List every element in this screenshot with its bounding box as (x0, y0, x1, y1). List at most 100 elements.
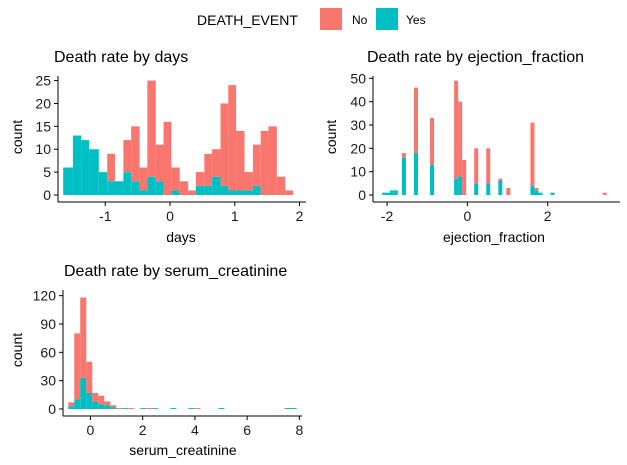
x-tick-label: 2 (544, 208, 552, 224)
x-tick-label: 2 (296, 208, 304, 224)
bar-no (195, 172, 205, 186)
bar-yes (382, 192, 387, 195)
bar-no (68, 402, 75, 407)
y-axis-label: count (323, 120, 339, 154)
y-tick-label: 20 (35, 95, 51, 111)
bar-yes (80, 377, 87, 409)
bar-yes (188, 408, 195, 409)
x-tick-label: 0 (463, 208, 471, 224)
x-tick-label: 0 (87, 422, 95, 438)
bar-yes (92, 401, 99, 409)
bar-yes (98, 404, 105, 409)
y-tick-label: 5 (43, 164, 51, 180)
bar-no (107, 153, 115, 182)
bar-yes (534, 190, 539, 195)
chart-title: Death rate by serum_creatinine (64, 263, 287, 280)
bar-yes (498, 181, 503, 195)
y-tick-label: 50 (350, 70, 366, 86)
plot-area: 0 10 20 30 40 50 -2 0 2 (350, 70, 620, 224)
bar-yes (244, 190, 253, 195)
chart-title: Death rate by days (54, 49, 188, 66)
x-axis-label: days (166, 229, 196, 245)
bar-no (462, 160, 467, 195)
bar-yes (228, 190, 237, 195)
x-tick-label: 2 (139, 422, 147, 438)
chart-title: Death rate by ejection_fraction (367, 49, 584, 66)
y-tick-label: 25 (35, 73, 51, 89)
bar-no (123, 140, 132, 173)
bar-yes (72, 135, 82, 195)
bar-yes (530, 185, 535, 195)
bar-no (204, 153, 213, 186)
panel-ejection-fraction: Death rate by ejection_fraction count ej… (323, 49, 620, 245)
bar-no (92, 392, 99, 402)
bar-no (188, 190, 196, 195)
bar-yes (430, 164, 435, 195)
bar-no (80, 297, 87, 378)
x-tick-label: 1 (231, 208, 239, 224)
legend-swatch-yes (376, 8, 398, 30)
bar-yes (81, 140, 90, 195)
bar-yes (122, 408, 129, 409)
bar-yes (86, 392, 93, 409)
x-tick-label: 0 (166, 208, 174, 224)
bar-yes (170, 408, 177, 409)
y-tick-label: 10 (350, 164, 366, 180)
bar-no (171, 167, 180, 191)
bar-yes (538, 192, 543, 195)
bar-no (486, 148, 491, 184)
bar-no (530, 122, 535, 186)
bar-no (98, 395, 105, 405)
bar-no (244, 172, 253, 191)
bar-yes (550, 192, 555, 195)
y-tick-label: 10 (35, 141, 51, 157)
bar-no (430, 118, 435, 165)
y-tick-label: 60 (40, 344, 56, 360)
bar-no (454, 80, 459, 179)
bar-yes (454, 178, 459, 195)
x-tick-label: 6 (243, 422, 251, 438)
bar-no (131, 126, 140, 182)
bar-yes (212, 176, 221, 195)
legend-title: DEATH_EVENT (197, 12, 298, 28)
bar-no (236, 130, 245, 191)
x-tick-label: -1 (99, 208, 112, 224)
bar-no (74, 333, 81, 400)
bar-yes (386, 192, 390, 195)
bar-yes (68, 406, 75, 409)
bar-yes (98, 172, 108, 195)
y-tick-label: 30 (350, 117, 366, 133)
bar-no (116, 408, 123, 409)
bar-no (163, 121, 172, 195)
y-tick-label: 20 (350, 140, 366, 156)
plot-area: 0 5 10 15 20 25 -1 0 1 2 (35, 73, 306, 224)
bar-yes (218, 408, 225, 409)
y-tick-label: 0 (358, 187, 366, 203)
bar-yes (123, 172, 132, 195)
bar-yes (139, 190, 148, 195)
bar-yes (413, 153, 418, 195)
y-tick-label: 30 (40, 373, 56, 389)
y-axis-label: count (9, 333, 25, 367)
bar-no (194, 408, 201, 409)
bar-no (104, 401, 111, 406)
bar-no (506, 188, 511, 195)
bar-no (212, 149, 221, 177)
y-tick-label: 90 (40, 316, 56, 332)
bar-no (534, 188, 539, 191)
legend-swatch-no (320, 8, 342, 30)
y-tick-label: 120 (33, 288, 57, 304)
x-axis-label: ejection_fraction (443, 229, 545, 245)
bar-no (602, 192, 607, 195)
x-tick-label: 4 (191, 422, 199, 438)
bar-yes (155, 181, 164, 195)
bar-no (413, 87, 418, 153)
bar-no (179, 181, 189, 195)
panel-days: Death rate by days count days 0510152025… (9, 49, 306, 245)
legend: DEATH_EVENT No Yes (197, 8, 426, 30)
bar-yes (204, 185, 213, 195)
bar-no (147, 80, 156, 177)
bar-yes (474, 183, 479, 195)
bar-no (155, 144, 164, 182)
bar-no (260, 130, 269, 195)
